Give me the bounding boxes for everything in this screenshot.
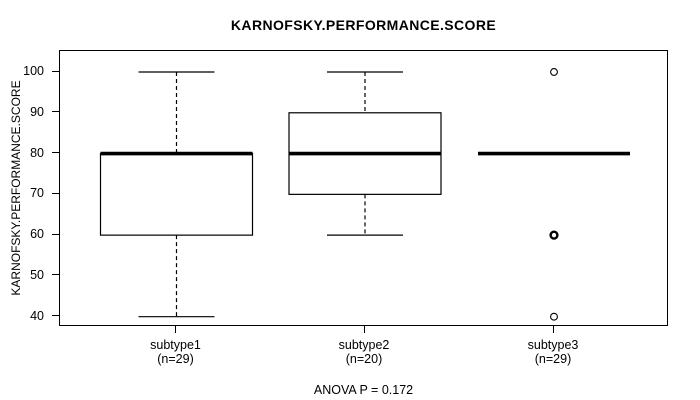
outlier-point (549, 230, 559, 240)
boxplot-canvas (99, 68, 630, 321)
y-tick-label: 90 (30, 104, 44, 119)
x-group-label: subtype3 (n=29) (483, 338, 623, 366)
y-tick-mark (52, 152, 59, 154)
x-group-label: subtype2 (n=20) (294, 338, 434, 366)
y-tick-mark (52, 315, 59, 317)
y-tick-label: 100 (23, 64, 44, 78)
y-tick-mark (52, 192, 59, 194)
box-group-subtype3 (478, 68, 630, 321)
x-tick-mark (175, 326, 176, 333)
plot-area (59, 50, 668, 326)
y-tick-mark (52, 233, 59, 235)
group-count: (n=29) (534, 352, 572, 366)
group-count: (n=20) (345, 352, 383, 366)
iqr-box (99, 152, 254, 236)
x-group-label: subtype1 (n=29) (106, 338, 246, 366)
group-count: (n=29) (157, 352, 194, 366)
box-group-subtype1 (99, 71, 254, 318)
outlier-point (550, 312, 558, 321)
y-tick-label: 80 (30, 145, 44, 160)
y-tick-label: 40 (30, 308, 44, 323)
group-name: subtype1 (150, 338, 201, 352)
x-tick-mark (363, 326, 365, 333)
anova-annotation: ANOVA P = 0.172 (313, 383, 414, 397)
y-tick-mark (52, 111, 59, 113)
y-tick-label: 50 (30, 267, 44, 282)
box-group-subtype2 (288, 71, 442, 236)
y-tick-label: 60 (30, 227, 44, 242)
group-name: subtype2 (338, 338, 390, 352)
outlier-point (550, 68, 558, 76)
x-tick-mark (552, 326, 554, 333)
y-tick-mark (52, 274, 59, 276)
y-tick-label: 70 (30, 186, 44, 201)
y-tick-mark (52, 70, 59, 72)
chart-title: KARNOFSKY.PERFORMANCE.SCORE (230, 17, 497, 33)
group-name: subtype3 (527, 338, 579, 352)
